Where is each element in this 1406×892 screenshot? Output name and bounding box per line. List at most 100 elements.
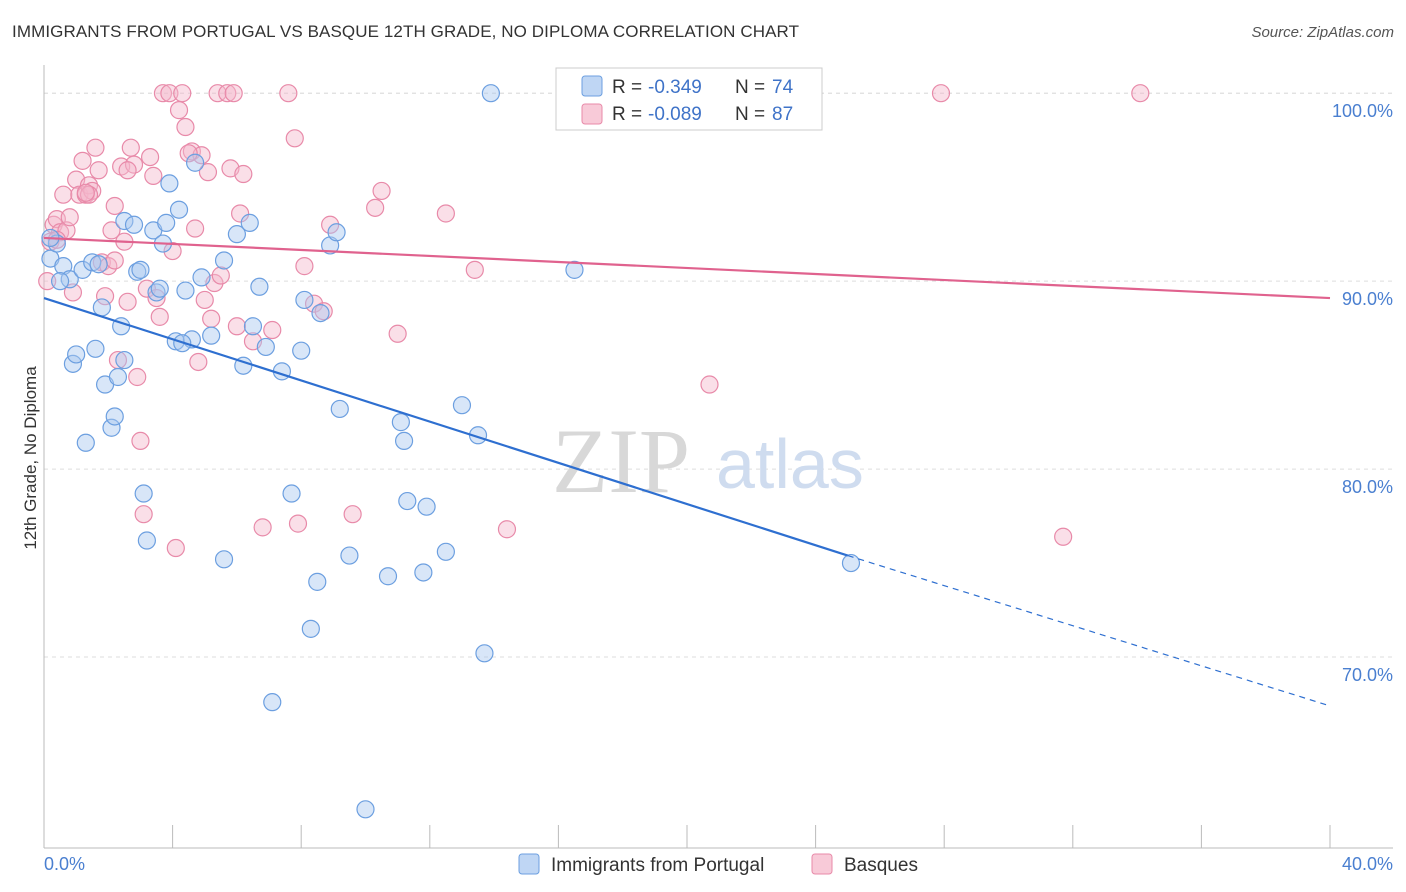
portugal-point xyxy=(378,567,398,586)
basques-point xyxy=(700,375,719,394)
portugal-point xyxy=(169,200,189,219)
portugal-point xyxy=(340,546,359,565)
basques-point xyxy=(321,215,340,234)
basques-point xyxy=(202,309,221,328)
series-legend-label-portugal: Immigrants from Portugal xyxy=(551,855,764,876)
basques-point xyxy=(224,84,243,103)
watermark-zip: ZIP xyxy=(552,410,690,512)
portugal-point xyxy=(243,317,263,336)
basques-point xyxy=(253,518,272,537)
portugal-point xyxy=(481,84,500,103)
basques-trend-line xyxy=(43,236,1331,300)
basques-point xyxy=(1131,84,1150,103)
portugal-point xyxy=(414,563,433,582)
portugal-point xyxy=(250,277,269,296)
series-legend: Immigrants from Portugal Basques xyxy=(518,853,918,876)
basques-point xyxy=(285,129,304,148)
basques-point xyxy=(304,294,324,313)
portugal-points xyxy=(41,84,861,819)
basques-point xyxy=(163,241,182,261)
basques-point xyxy=(137,279,156,298)
basques-point xyxy=(89,161,108,180)
portugal-point xyxy=(391,413,410,432)
legend-r-value-1: -0.349 xyxy=(648,77,702,98)
basques-point xyxy=(231,204,250,223)
series-legend-label-basques: Basques xyxy=(844,855,918,876)
basques-points xyxy=(38,84,1150,558)
trend-lines xyxy=(43,236,1331,707)
portugal-trend-line xyxy=(43,297,849,557)
portugal-point xyxy=(356,800,375,819)
y-tick-label: 80.0% xyxy=(1342,477,1393,497)
basques-point xyxy=(288,514,308,533)
portugal-point xyxy=(92,298,111,317)
portugal-point xyxy=(311,303,330,323)
portugal-point xyxy=(50,272,70,291)
y-tick-labels: 70.0% 80.0% 90.0% 100.0% xyxy=(1332,101,1393,685)
basques-point xyxy=(153,84,173,103)
y-tick-label: 70.0% xyxy=(1342,665,1393,685)
portugal-point xyxy=(86,339,105,358)
series-legend-swatch-basques xyxy=(811,853,833,875)
basques-point xyxy=(118,292,137,311)
portugal-point xyxy=(841,553,861,573)
series-legend-swatch-portugal xyxy=(518,853,540,875)
basques-point xyxy=(134,505,153,524)
portugal-point xyxy=(292,341,311,360)
legend-n-label-1: N = xyxy=(735,77,765,98)
basques-point xyxy=(1054,527,1073,546)
portugal-point xyxy=(263,693,282,712)
portugal-point xyxy=(157,213,176,232)
portugal-point xyxy=(128,262,147,281)
basques-point xyxy=(366,198,385,217)
basques-point xyxy=(118,161,137,180)
portugal-point xyxy=(436,542,455,561)
basques-point xyxy=(128,367,147,387)
chart-title: IMMIGRANTS FROM PORTUGAL VS BASQUE 12TH … xyxy=(12,22,800,41)
portugal-point xyxy=(475,644,494,663)
basques-point xyxy=(218,84,237,103)
basques-point xyxy=(295,257,314,276)
basques-point xyxy=(121,138,140,157)
basques-point xyxy=(95,287,115,306)
legend-r-label-2: R = xyxy=(612,104,642,125)
axes xyxy=(43,65,1393,849)
legend-swatch-portugal xyxy=(581,75,603,97)
portugal-point xyxy=(330,399,349,419)
basques-point xyxy=(436,204,455,223)
portugal-point xyxy=(186,153,205,172)
basques-point xyxy=(105,251,124,270)
portugal-point xyxy=(134,484,153,503)
basques-point xyxy=(54,185,73,204)
basques-point xyxy=(131,431,150,451)
x-tick-label-min: 0.0% xyxy=(44,854,85,874)
chart-source: Source: ZipAtlas.com xyxy=(1251,24,1394,41)
basques-point xyxy=(73,151,92,170)
portugal-trend-extension xyxy=(847,554,1331,707)
basques-point xyxy=(182,142,201,161)
portugal-point xyxy=(76,433,95,452)
basques-point xyxy=(173,84,192,103)
portugal-point xyxy=(115,350,134,370)
basques-point xyxy=(169,101,189,120)
basques-point xyxy=(60,208,79,227)
basques-point xyxy=(227,317,246,336)
portugal-point xyxy=(214,251,234,270)
basques-point xyxy=(38,272,57,291)
basques-point xyxy=(166,538,185,558)
basques-point xyxy=(105,196,124,216)
basques-point xyxy=(279,84,298,103)
legend-n-label-2: N = xyxy=(735,104,765,125)
basques-point xyxy=(189,352,208,372)
portugal-point xyxy=(417,497,436,516)
portugal-point xyxy=(240,213,259,232)
basques-point xyxy=(144,166,163,185)
x-tick-label-max: 40.0% xyxy=(1342,854,1393,874)
basques-point xyxy=(160,84,179,103)
portugal-point xyxy=(301,619,320,638)
basques-point xyxy=(234,164,253,184)
legend-n-value-2: 87 xyxy=(772,104,793,125)
portugal-point xyxy=(295,290,314,310)
basques-point xyxy=(372,181,391,201)
